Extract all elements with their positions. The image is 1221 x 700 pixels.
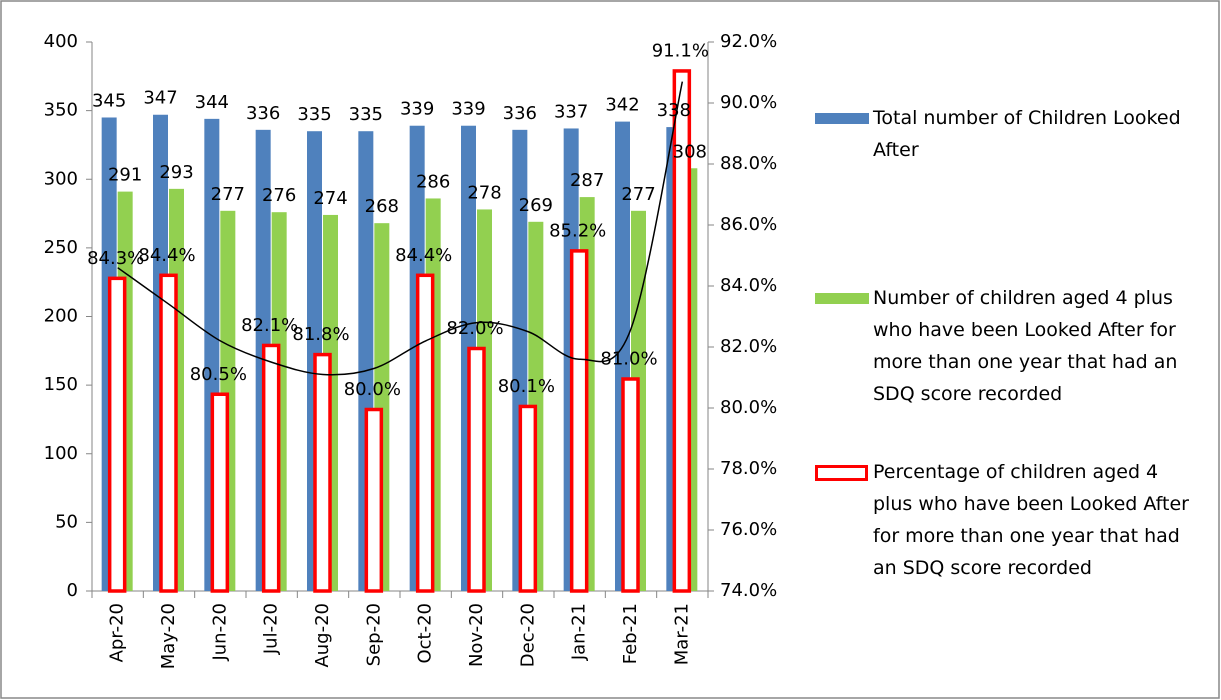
y-tick-label: 400 — [44, 31, 78, 52]
data-label: 80.5% — [190, 364, 247, 385]
legend-label: Total number of Children Looked After — [873, 107, 1181, 161]
percentage-bar — [210, 392, 230, 593]
data-label: 339 — [400, 99, 434, 120]
data-label: 91.1% — [652, 40, 709, 61]
percentage-bar — [107, 276, 127, 593]
data-label: 81.0% — [600, 349, 657, 370]
data-label: 268 — [365, 196, 399, 217]
x-tick-label: Sep-20 — [363, 603, 384, 666]
data-label: 344 — [195, 92, 229, 113]
data-label: 274 — [313, 188, 347, 209]
percentage-bar — [672, 69, 692, 593]
y-tick-label: 350 — [44, 100, 78, 121]
y2-tick-label: 74.0% — [720, 580, 777, 601]
data-label: 84.4% — [395, 245, 452, 266]
data-label: 336 — [246, 103, 280, 124]
data-label: 286 — [416, 171, 450, 192]
percentage-bar — [364, 407, 384, 593]
data-label: 277 — [621, 184, 655, 205]
percentage-bar — [313, 352, 332, 593]
data-label: 335 — [297, 104, 331, 125]
x-tick-label: Feb-21 — [620, 603, 641, 664]
y-tick-label: 100 — [44, 443, 78, 464]
y2-tick-label: 86.0% — [720, 214, 777, 235]
data-label: 345 — [92, 90, 126, 111]
x-tick-label: Aug-20 — [312, 603, 333, 668]
y-tick-label: 0 — [67, 580, 78, 601]
data-label: 277 — [211, 184, 245, 205]
x-tick-label: Jul-20 — [261, 603, 282, 655]
percentage-bar — [569, 249, 589, 593]
y2-tick-label: 78.0% — [720, 458, 777, 479]
data-label: 337 — [554, 101, 588, 122]
data-label: 338 — [657, 100, 691, 121]
y-tick-label: 150 — [44, 374, 78, 395]
trendline — [117, 81, 684, 376]
y-tick-label: 200 — [44, 306, 78, 327]
legend-swatch — [815, 113, 869, 124]
data-label: 287 — [570, 170, 604, 191]
legend-swatch — [815, 293, 869, 304]
data-label: 269 — [519, 195, 553, 216]
data-label: 82.0% — [446, 318, 503, 339]
x-tick-label: Nov-20 — [466, 603, 487, 667]
data-label: 84.4% — [138, 245, 195, 266]
data-label: 278 — [467, 182, 501, 203]
x-tick-label: Mar-21 — [671, 603, 692, 665]
data-label: 81.8% — [292, 324, 349, 345]
percentage-bar — [467, 346, 486, 593]
y2-tick-label: 84.0% — [720, 275, 777, 296]
data-label: 342 — [605, 95, 639, 116]
y2-tick-label: 82.0% — [720, 336, 777, 357]
data-label: 347 — [143, 88, 177, 109]
data-label: 80.1% — [498, 376, 555, 397]
data-label: 85.2% — [549, 220, 606, 241]
percentage-bar — [415, 273, 435, 593]
percentage-bar — [621, 377, 640, 593]
y-tick-label: 50 — [55, 511, 78, 532]
data-label: 82.1% — [241, 315, 298, 336]
x-tick-label: Dec-20 — [517, 603, 538, 667]
legend-label: Percentage of children aged 4 plus who h… — [873, 461, 1189, 579]
data-label: 276 — [262, 185, 296, 206]
x-tick-label: Jan-21 — [569, 603, 590, 661]
y2-tick-label: 76.0% — [720, 519, 777, 540]
y2-tick-label: 88.0% — [720, 153, 777, 174]
legend-swatch — [815, 465, 868, 481]
x-tick-label: Oct-20 — [415, 603, 436, 664]
legend-label: Number of children aged 4 plus who have … — [873, 287, 1178, 405]
percentage-bar — [261, 343, 281, 593]
data-label: 335 — [349, 104, 383, 125]
data-label: 291 — [108, 165, 142, 186]
data-label: 84.3% — [87, 248, 144, 269]
data-label: 293 — [159, 162, 193, 183]
x-tick-label: Jun-20 — [209, 603, 230, 662]
data-label: 80.0% — [344, 379, 401, 400]
data-label: 308 — [673, 141, 707, 162]
y2-tick-label: 80.0% — [720, 397, 777, 418]
y-tick-label: 300 — [44, 168, 78, 189]
x-tick-label: May-20 — [158, 603, 179, 669]
data-label: 336 — [503, 103, 537, 124]
percentage-bar — [518, 404, 538, 593]
y-tick-label: 250 — [44, 237, 78, 258]
data-label: 339 — [451, 99, 485, 120]
percentage-bar — [159, 273, 178, 593]
x-tick-label: Apr-20 — [107, 603, 128, 662]
y2-tick-label: 90.0% — [720, 92, 777, 113]
y2-tick-label: 92.0% — [720, 31, 777, 52]
